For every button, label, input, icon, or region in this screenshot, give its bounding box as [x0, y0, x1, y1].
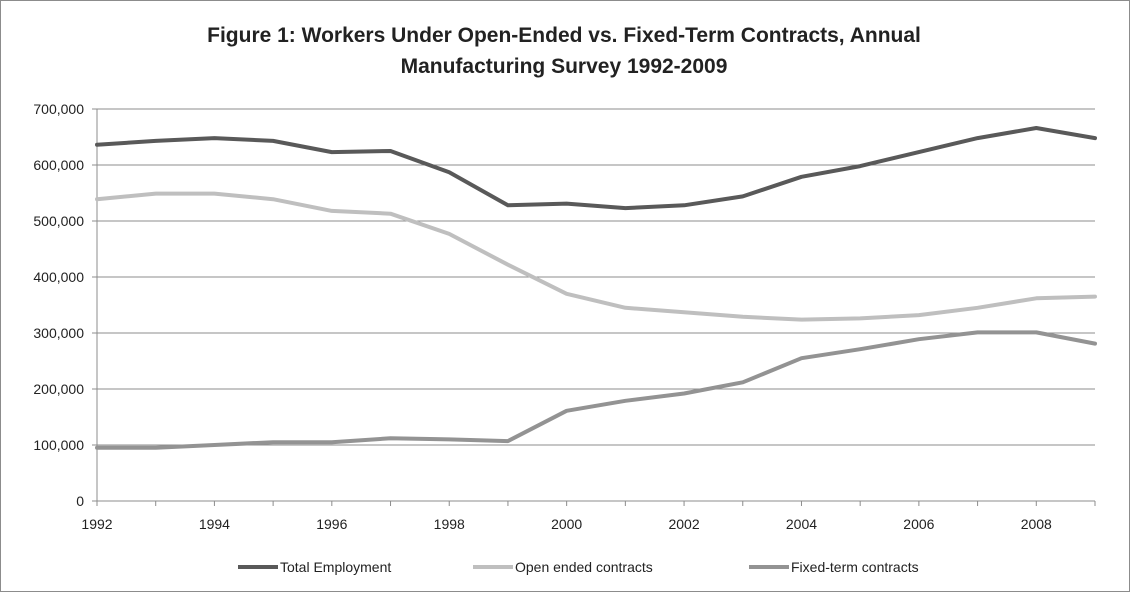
legend-label: Total Employment	[280, 559, 391, 575]
x-tick-label: 1992	[81, 516, 112, 532]
legend-label: Open ended contracts	[515, 559, 653, 575]
x-tick-label: 1998	[434, 516, 465, 532]
chart-title-line-2: Manufacturing Survey 1992-2009	[400, 55, 728, 78]
y-axis-ticks: 0 100,000 200,000 300,000 400,000 500,000 600,…	[33, 101, 84, 509]
y-tick-label: 100,000	[33, 437, 84, 453]
gridlines	[97, 108, 1095, 446]
y-tick-label: 400,000	[33, 269, 84, 285]
y-tick-label: 200,000	[33, 381, 84, 397]
series-line-1	[95, 126, 1097, 211]
x-tick-label: 2006	[903, 516, 934, 532]
legend: Total Employment Open ended contracts Fixe…	[238, 559, 919, 575]
legend-item-2: Open ended contracts	[473, 559, 653, 575]
legend-label: Fixed-term contracts	[791, 559, 919, 575]
y-tick-label: 500,000	[33, 213, 84, 229]
x-tick-label: 1994	[199, 516, 230, 532]
series-line-2	[95, 191, 1097, 322]
chart-title-line-1: Figure 1: Workers Under Open-Ended vs. F…	[207, 24, 921, 47]
y-tick-label: 700,000	[33, 101, 84, 117]
series-lines	[95, 126, 1097, 450]
chart-title: Figure 1: Workers Under Open-Ended vs. F…	[0, 20, 1128, 82]
legend-item-1: Total Employment	[238, 559, 391, 575]
x-tick-label: 2002	[668, 516, 699, 532]
y-tick-label: 0	[76, 493, 84, 509]
y-tick-label: 300,000	[33, 325, 84, 341]
x-tick-label: 2000	[551, 516, 582, 532]
x-tick-label: 2008	[1021, 516, 1052, 532]
x-tick-label: 1996	[316, 516, 347, 532]
legend-item-3: Fixed-term contracts	[749, 559, 919, 575]
y-tick-label: 600,000	[33, 157, 84, 173]
series-line-3	[95, 330, 1097, 450]
x-axis-ticks: 1992 1994 1996 1998 2000 2002 2004 2006 2008	[81, 516, 1052, 532]
axes	[92, 108, 1096, 506]
x-tick-label: 2004	[786, 516, 817, 532]
